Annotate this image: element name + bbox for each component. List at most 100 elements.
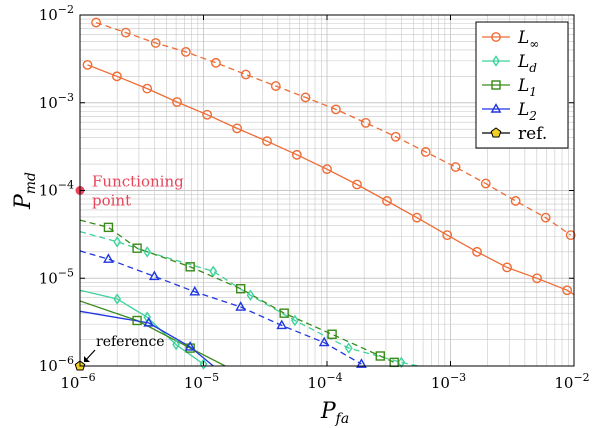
data-point	[235, 301, 247, 311]
y-tick-label: 10−4	[39, 179, 74, 200]
y-tick-label: 10−5	[39, 266, 74, 287]
x-tick-label: 10−2	[554, 371, 589, 392]
series-l-d-solid	[80, 289, 204, 365]
legend-item: ref.	[482, 124, 547, 144]
data-point	[143, 316, 155, 327]
data-point	[344, 342, 353, 354]
data-point	[113, 236, 122, 248]
markers-l-1	[103, 222, 399, 368]
legend-label: Ld	[517, 52, 537, 75]
series-l-2-solid	[80, 310, 214, 366]
data-point	[322, 164, 332, 175]
markers-l-2	[143, 316, 196, 351]
series-line	[95, 21, 572, 236]
markers-l-2	[103, 253, 367, 368]
data-point	[565, 230, 576, 241]
legend-item: L2	[482, 100, 537, 123]
x-tick-label: 10−4	[307, 371, 342, 392]
data-point	[189, 285, 201, 296]
data-point	[510, 196, 521, 206]
data-point	[148, 270, 160, 281]
series-line	[87, 64, 574, 296]
x-tick-label: 10−3	[431, 371, 466, 392]
data-point	[235, 284, 246, 294]
series-l-2-dashed	[80, 250, 362, 365]
legend-marker	[490, 127, 502, 138]
data-point	[562, 285, 573, 296]
reference-arrowhead	[84, 356, 90, 362]
markers-l-d	[113, 236, 406, 369]
reference-label: reference	[96, 334, 165, 350]
legend-item: L∞	[482, 28, 539, 51]
data-point	[532, 273, 542, 284]
functioning-point-label: point	[92, 192, 131, 210]
data-point	[262, 136, 272, 147]
data-point	[232, 123, 242, 134]
legend-marker	[491, 32, 501, 42]
data-point	[172, 338, 180, 351]
data-point	[412, 212, 422, 223]
data-point	[382, 196, 392, 206]
data-point	[390, 131, 401, 142]
data-point	[185, 262, 195, 272]
legend-label: L1	[517, 76, 537, 99]
data-point	[480, 178, 491, 189]
data-point	[502, 262, 512, 273]
data-point	[356, 358, 367, 368]
series-line	[80, 300, 226, 366]
data-point	[450, 162, 461, 172]
series-line	[80, 250, 362, 365]
data-point	[300, 92, 311, 103]
legend-label: L2	[517, 100, 537, 123]
x-tick-label: 10−5	[184, 371, 219, 392]
x-axis-label: Pfa	[320, 399, 349, 427]
data-point	[180, 46, 191, 57]
legend-item: L1	[482, 76, 537, 99]
series-line	[80, 219, 395, 363]
data-point	[185, 343, 195, 353]
data-point	[103, 253, 114, 263]
series-l-1-solid	[80, 300, 226, 366]
data-point	[199, 358, 208, 370]
series-l-∞-dashed	[95, 21, 572, 236]
legend-item: Ld	[482, 52, 537, 75]
data-point	[120, 27, 131, 38]
y-axis-label: Pmd	[11, 172, 39, 210]
data-point	[318, 336, 330, 347]
data-point	[279, 308, 289, 318]
data-point	[113, 293, 122, 305]
data-point	[184, 340, 196, 351]
markers-l-1	[132, 315, 195, 353]
y-tick-label: 10−3	[39, 91, 74, 112]
data-point	[240, 69, 251, 80]
data-point	[291, 314, 299, 327]
data-point	[112, 71, 122, 82]
data-point	[91, 17, 101, 28]
legend-label: ref.	[518, 124, 547, 144]
data-point	[389, 357, 399, 368]
legend-label: L∞	[517, 28, 539, 51]
data-point	[291, 149, 302, 160]
data-point	[540, 212, 551, 223]
series-l-∞-solid	[87, 64, 574, 296]
grid	[80, 15, 574, 366]
data-point	[210, 57, 221, 68]
data-point	[327, 329, 337, 339]
series-layer	[74, 17, 576, 371]
data-point	[142, 83, 153, 94]
data-point	[82, 59, 93, 70]
data-point	[143, 246, 152, 258]
functioning-point-label: Functioning	[92, 173, 184, 191]
data-point	[442, 230, 453, 241]
data-point	[352, 179, 362, 190]
x-tick-label: 10−6	[60, 371, 95, 392]
markers-l-∞	[91, 17, 576, 241]
data-point	[172, 97, 182, 107]
data-point	[330, 104, 341, 115]
data-point	[270, 81, 281, 91]
data-point	[375, 351, 385, 361]
ticks: 10−6 10−5 10−4 10−3 10−2 10−6 10−5 10−4 10−3 10−2	[39, 3, 590, 392]
